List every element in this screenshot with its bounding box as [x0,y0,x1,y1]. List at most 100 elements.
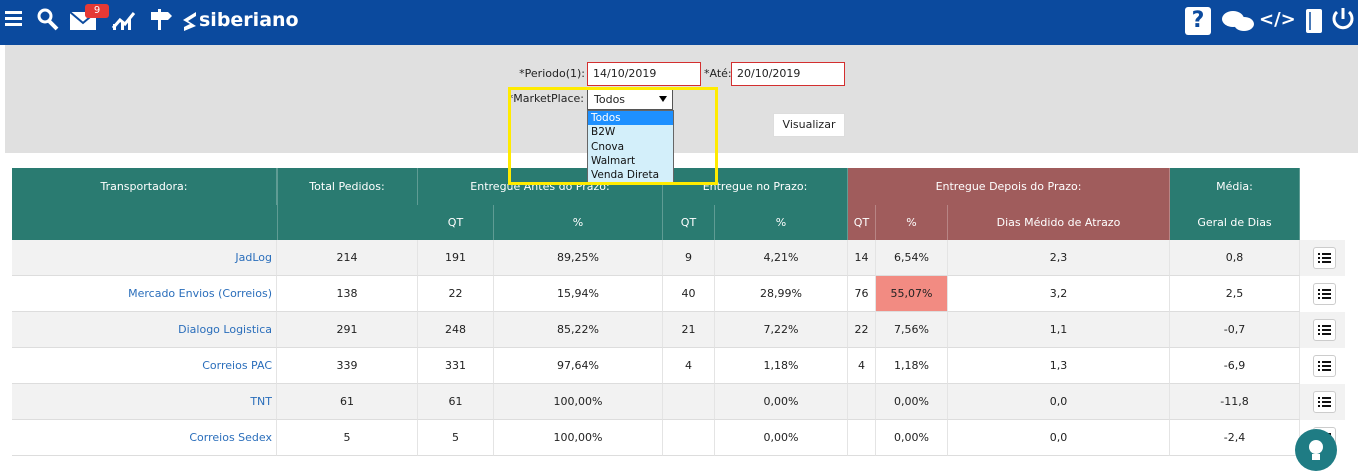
table-cell: 100,00% [494,420,663,456]
marketplace-label: *MarketPlace: [507,92,584,105]
marketplace-option[interactable]: Cnova [591,140,625,153]
table-row [12,348,1345,384]
details-button[interactable] [1313,283,1336,305]
table-cell: 1,18% [715,348,848,384]
table-cell: 0,8 [1170,240,1300,276]
period-label: *Periodo(1): [519,67,585,80]
marketplace-option[interactable]: Venda Direta [591,169,660,182]
period-from[interactable]: 14/10/2019 [587,62,701,86]
details-button[interactable] [1313,247,1336,269]
table-cell: 3,2 [948,276,1170,312]
table-cell: 14 [848,240,876,276]
header-cell: % [876,205,948,240]
list-icon [1318,361,1331,371]
header-cell: Transportadora: [12,168,277,205]
carrier-link[interactable]: Mercado Envios (Correios) [12,276,277,312]
header-bg [848,168,1170,240]
table-cell: 1,18% [876,348,948,384]
table-cell: 76 [848,276,876,312]
carrier-link[interactable]: Correios PAC [12,348,277,384]
marketplace-option[interactable]: Todos [588,111,673,126]
marketplace-option[interactable]: B2W [591,126,616,139]
table-cell: 331 [418,348,494,384]
table-cell: 0,00% [715,420,848,456]
visualizar-button[interactable]: Visualizar [773,113,845,137]
table-cell: 15,94% [494,276,663,312]
marketplace-option[interactable]: Walmart [591,154,636,167]
carrier-link[interactable]: JadLog [12,240,277,276]
select-arrow [659,96,667,102]
table-row [12,240,1345,276]
help-icon[interactable]: ? [1191,8,1205,33]
header-cell: Geral de Dias [1170,205,1300,240]
header-cell: Entregue no Prazo: [663,168,848,205]
table-cell: 6,54% [876,240,948,276]
table-cell: 7,56% [876,312,948,348]
top-icons [5,7,1354,35]
table-cell: 1,3 [948,348,1170,384]
table-cell: 248 [418,312,494,348]
table-cell: 55,07% [876,276,948,312]
code-icon[interactable]: </> [1259,9,1296,30]
table-cell: 85,22% [494,312,663,348]
header-cell: Total Pedidos: [277,168,418,205]
table-cell: 0,00% [876,384,948,420]
details-button[interactable] [1313,319,1336,341]
help-bulb[interactable] [1294,428,1338,472]
table-cell: 4,21% [715,240,848,276]
table-cell: 4 [663,348,715,384]
header-cell: QT [663,205,715,240]
highlight-box [508,87,718,185]
header-cell: QT [418,205,494,240]
table-cell: 339 [277,348,418,384]
header-cell: % [715,205,848,240]
table-cell: 22 [848,312,876,348]
table-row [12,384,1345,420]
header-cell: Média: [1170,168,1300,205]
table-cell: 97,64% [494,348,663,384]
until-label: *Até: [704,67,732,80]
table-cell: 214 [277,240,418,276]
table-cell: 22 [418,276,494,312]
table-cell: 4 [848,348,876,384]
details-button[interactable] [1313,355,1336,377]
table-cell: 2,3 [948,240,1170,276]
table-cell: 191 [418,240,494,276]
table-cell: -2,4 [1170,420,1300,456]
header-bg [12,168,848,240]
list-icon [1318,289,1331,299]
header-cell: Entregue Depois do Prazo: [848,168,1170,205]
table-cell [663,384,715,420]
table-cell: 40 [663,276,715,312]
carrier-link[interactable]: Correios Sedex [12,420,277,456]
table-cell: 5 [418,420,494,456]
top-bar: 9 siberiano ? </> [0,0,1358,45]
table-cell: 1,1 [948,312,1170,348]
period-to[interactable]: 20/10/2019 [731,62,845,86]
carrier-link[interactable]: TNT [12,384,277,420]
table-cell: 0,0 [948,420,1170,456]
table-cell: 61 [418,384,494,420]
table-cell: 89,25% [494,240,663,276]
table-row [12,276,1345,312]
table-cell [848,420,876,456]
details-button[interactable] [1313,391,1336,413]
mail-badge: 9 [85,4,109,18]
table-cell: 0,00% [876,420,948,456]
marketplace-select[interactable]: Todos [587,88,673,110]
table-cell: 28,99% [715,276,848,312]
carrier-link[interactable]: Dialogo Logistica [12,312,277,348]
table-cell: 61 [277,384,418,420]
header-bg [1170,168,1300,240]
table-cell: 2,5 [1170,276,1300,312]
table-cell: -11,8 [1170,384,1300,420]
table-cell: -0,7 [1170,312,1300,348]
table-cell: 7,22% [715,312,848,348]
header-cell: QT [848,205,876,240]
logo: siberiano [199,9,299,31]
table-row [12,420,1345,456]
header-cell: Dias Médido de Atrazo [948,205,1170,240]
table-cell: 100,00% [494,384,663,420]
list-icon [1318,253,1331,263]
